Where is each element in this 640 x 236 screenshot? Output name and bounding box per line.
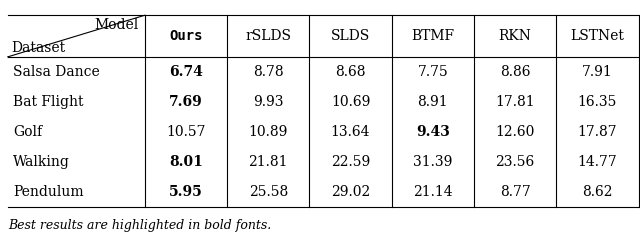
Text: 10.57: 10.57 bbox=[166, 125, 205, 139]
Text: 17.81: 17.81 bbox=[495, 95, 535, 109]
Text: 8.91: 8.91 bbox=[417, 95, 448, 109]
Text: 17.87: 17.87 bbox=[578, 125, 617, 139]
Text: 14.77: 14.77 bbox=[577, 155, 618, 169]
Text: 21.81: 21.81 bbox=[248, 155, 288, 169]
Text: 9.43: 9.43 bbox=[416, 125, 450, 139]
Text: 25.58: 25.58 bbox=[248, 185, 288, 199]
Text: Model: Model bbox=[94, 17, 138, 32]
Text: BTMF: BTMF bbox=[412, 29, 454, 43]
Text: Pendulum: Pendulum bbox=[13, 185, 83, 199]
Text: Bat Flight: Bat Flight bbox=[13, 95, 83, 109]
Text: 7.75: 7.75 bbox=[417, 65, 448, 79]
Text: 8.78: 8.78 bbox=[253, 65, 284, 79]
Text: Ours: Ours bbox=[169, 29, 203, 43]
Text: 10.89: 10.89 bbox=[248, 125, 288, 139]
Text: 8.01: 8.01 bbox=[169, 155, 203, 169]
Text: Dataset: Dataset bbox=[11, 41, 65, 55]
Text: rSLDS: rSLDS bbox=[245, 29, 291, 43]
Text: 13.64: 13.64 bbox=[331, 125, 371, 139]
Text: 16.35: 16.35 bbox=[578, 95, 617, 109]
Text: Golf: Golf bbox=[13, 125, 42, 139]
Text: 29.02: 29.02 bbox=[331, 185, 370, 199]
Text: 7.69: 7.69 bbox=[169, 95, 203, 109]
Text: 8.86: 8.86 bbox=[500, 65, 531, 79]
Text: 10.69: 10.69 bbox=[331, 95, 370, 109]
Text: Best results are highlighted in bold fonts.: Best results are highlighted in bold fon… bbox=[8, 219, 271, 232]
Text: LSTNet: LSTNet bbox=[570, 29, 625, 43]
Text: 12.60: 12.60 bbox=[495, 125, 535, 139]
Text: 8.77: 8.77 bbox=[500, 185, 531, 199]
Text: 6.74: 6.74 bbox=[169, 65, 203, 79]
Text: 8.68: 8.68 bbox=[335, 65, 366, 79]
Text: 31.39: 31.39 bbox=[413, 155, 452, 169]
Text: SLDS: SLDS bbox=[331, 29, 370, 43]
Text: 8.62: 8.62 bbox=[582, 185, 612, 199]
Text: 22.59: 22.59 bbox=[331, 155, 370, 169]
Text: 7.91: 7.91 bbox=[582, 65, 613, 79]
Text: 21.14: 21.14 bbox=[413, 185, 452, 199]
Text: RKN: RKN bbox=[499, 29, 532, 43]
Text: Salsa Dance: Salsa Dance bbox=[13, 65, 100, 79]
Text: 9.93: 9.93 bbox=[253, 95, 284, 109]
Text: 23.56: 23.56 bbox=[495, 155, 535, 169]
Text: 5.95: 5.95 bbox=[169, 185, 203, 199]
Text: Walking: Walking bbox=[13, 155, 70, 169]
